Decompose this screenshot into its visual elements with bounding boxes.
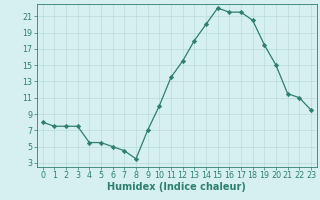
X-axis label: Humidex (Indice chaleur): Humidex (Indice chaleur) [108, 182, 246, 192]
